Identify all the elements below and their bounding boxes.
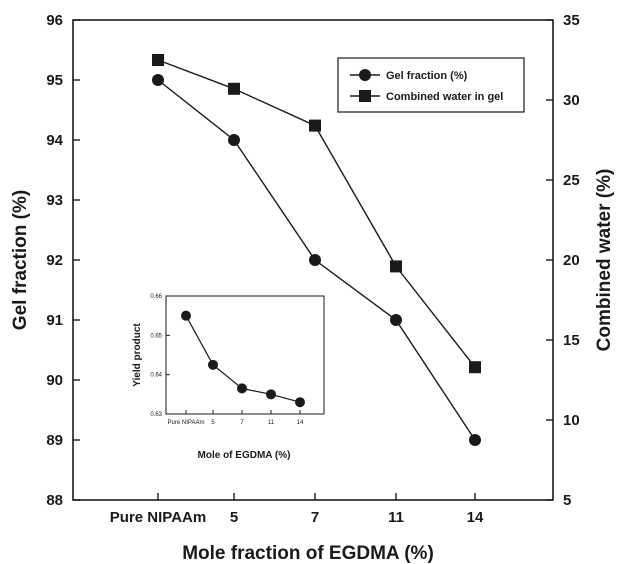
inset-x-axis-label: Mole of EGDMA (%) xyxy=(198,450,291,461)
x-tick-label-14: 14 xyxy=(467,509,484,526)
inset-y-tick-label-0-64: 0.64 xyxy=(150,373,162,379)
inset-data-point-11 xyxy=(266,389,276,400)
y-axis-label-left: Gel fraction (%) xyxy=(10,190,31,330)
x-tick-label-11: 11 xyxy=(388,509,404,526)
inset-plot-frame xyxy=(165,295,325,415)
left-tick-label-95: 95 xyxy=(46,72,63,89)
data-point-gel-fraction--7 xyxy=(309,254,321,266)
inset-x-tick-label-11: 11 xyxy=(268,420,275,426)
x-tick-label-pure-nipaam: Pure NIPAAm xyxy=(110,509,206,526)
inset-y-tick-label-0-63: 0.63 xyxy=(150,412,162,418)
left-tick-label-92: 92 xyxy=(46,252,63,269)
legend-box xyxy=(337,57,525,113)
legend-label-gel-fraction: Gel fraction (%) xyxy=(386,70,468,82)
inset-x-tick-label-pure-nipaam: Pure NIPAAm xyxy=(168,420,205,426)
data-point-gel-fraction--11 xyxy=(390,314,402,326)
inset-series-group xyxy=(181,310,305,408)
left-tick-label-88: 88 xyxy=(46,492,63,509)
inset-y-tick-label-0-66: 0.66 xyxy=(150,294,162,300)
data-point-combined-water-in-gel-11 xyxy=(390,260,402,273)
inset-x-axis-ticks: Pure NIPAAm 5 7 11 14 xyxy=(168,410,304,426)
right-tick-label-15: 15 xyxy=(563,332,580,349)
right-tick-label-25: 25 xyxy=(563,172,580,189)
data-point-combined-water-in-gel-pure-nipaam xyxy=(152,54,164,66)
inset-y-axis-ticks: 0.63 0.64 0.65 0.66 xyxy=(150,294,170,418)
left-tick-label-90: 90 xyxy=(46,372,63,389)
right-tick-label-20: 20 xyxy=(563,252,580,269)
right-tick-label-10: 10 xyxy=(563,412,580,429)
x-axis-label: Mole fraction of EGDMA (%) xyxy=(182,543,434,564)
x-tick-label-5: 5 xyxy=(230,509,238,526)
left-tick-label-91: 91 xyxy=(46,312,63,329)
main-plot-area: 88 89 90 91 92 93 94 95 96 5 10 15 20 25 30 35 Pure NI… xyxy=(46,12,579,526)
inset-data-point-14 xyxy=(295,397,305,408)
inset-background xyxy=(116,293,330,468)
data-point-combined-water-in-gel-14 xyxy=(469,361,481,374)
y-axis-label-right: Combined water (%) xyxy=(594,169,615,352)
left-tick-label-89: 89 xyxy=(46,432,63,449)
inset-data-point-pure-nipaam xyxy=(181,310,191,321)
data-point-combined-water-in-gel-7 xyxy=(309,119,321,132)
data-point-combined-water-in-gel-5 xyxy=(228,82,240,95)
inset-y-axis-label: Yield product xyxy=(132,323,143,387)
legend-label-combined-water: Combined water in gel xyxy=(386,91,503,103)
right-tick-label-5: 5 xyxy=(563,492,571,509)
left-tick-label-93: 93 xyxy=(46,192,63,209)
right-tick-label-35: 35 xyxy=(563,12,580,29)
left-tick-label-94: 94 xyxy=(46,132,63,149)
data-point-gel-fraction--5 xyxy=(228,134,240,146)
data-point-gel-fraction--14 xyxy=(469,434,481,446)
main-series-group xyxy=(152,54,481,446)
data-point-gel-fraction--pure-nipaam xyxy=(152,74,164,86)
right-axis-ticks: 5 10 15 20 25 30 35 xyxy=(546,12,580,509)
inset-data-point-7 xyxy=(237,383,247,394)
right-tick-label-30: 30 xyxy=(563,92,580,109)
x-axis-ticks: Pure NIPAAm 5 7 11 14 xyxy=(110,493,484,526)
inset-data-point-5 xyxy=(208,359,218,370)
legend-marker-circle xyxy=(359,69,371,81)
inset-x-tick-label-7: 7 xyxy=(240,420,244,426)
inset-x-tick-label-5: 5 xyxy=(211,420,215,426)
inset-chart: 0.63 0.64 0.65 0.66 Pure NIPAAm 5 7 11 14 Yield… xyxy=(116,293,330,468)
legend-marker-square xyxy=(359,90,371,102)
x-tick-label-7: 7 xyxy=(311,509,319,526)
legend: Gel fraction (%) Combined water in gel xyxy=(337,57,525,113)
left-axis-ticks: 88 89 90 91 92 93 94 95 96 xyxy=(46,12,80,509)
left-tick-label-96: 96 xyxy=(46,12,63,29)
inset-y-tick-label-0-65: 0.65 xyxy=(150,333,162,339)
inset-x-tick-label-14: 14 xyxy=(297,420,304,426)
